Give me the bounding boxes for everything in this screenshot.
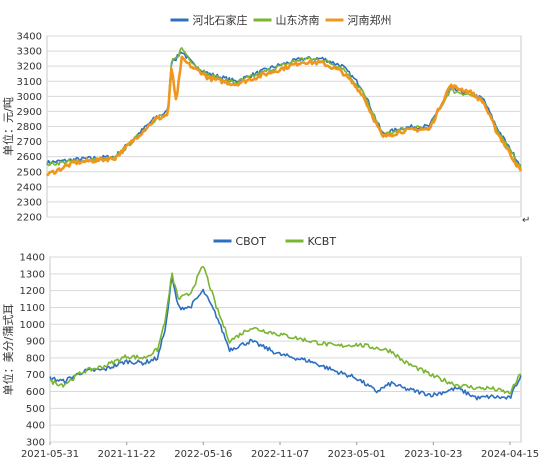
y-tick-label: 2800 (17, 122, 42, 133)
y-tick-label: 3400 (17, 32, 42, 43)
y-tick-label: 2200 (17, 213, 42, 224)
y-tick-label: 2700 (17, 137, 42, 148)
legend-label: 河南郑州 (348, 13, 392, 27)
y-tick-label: 1000 (20, 320, 45, 331)
series-line-3 (46, 55, 523, 177)
y-tick-label: 3100 (17, 77, 42, 88)
chart-top: 2200 2300 2400 2500 2600 2700 2800 2900 3000 3100… (1, 13, 523, 224)
y-tick-label: 2300 (17, 197, 42, 208)
x-tick-label: 2021-11-22 (98, 449, 156, 460)
legend-label: 山东济南 (276, 13, 320, 27)
y-tick-label: 2400 (17, 182, 42, 193)
y-tick-label: 500 (26, 404, 45, 415)
y-tick-label: 1200 (20, 286, 45, 297)
x-tick-label: 2023-10-23 (404, 449, 462, 460)
return-mark: ↵ (522, 215, 530, 226)
y-tick-label: 1300 (20, 269, 45, 280)
x-tick-label: 2022-11-07 (251, 449, 309, 460)
y-tick-label: 2600 (17, 152, 42, 163)
y-tick-label: 2500 (17, 167, 42, 178)
y-tick-label: 1400 (20, 253, 45, 264)
y-axis-label: 单位：元/吨 (1, 97, 15, 156)
chart-bottom: 300 400 500 600 700 800 900 1000 1100 1200 1300 140… (1, 235, 539, 460)
y-tick-label: 2900 (17, 107, 42, 118)
y-tick-label: 3300 (17, 47, 42, 58)
y-tick-label: 800 (26, 353, 45, 364)
y-tick-label: 300 (26, 438, 45, 449)
y-tick-label: 3000 (17, 92, 42, 103)
y-tick-label: 600 (26, 387, 45, 398)
y-tick-label: 1100 (20, 303, 45, 314)
y-tick-label: 700 (26, 370, 45, 381)
legend-label: KCBT (308, 235, 337, 248)
y-axis-label: 单位：美分/蒲式耳 (1, 304, 15, 396)
series-line-2 (49, 265, 522, 395)
x-tick-label: 2023-05-01 (328, 449, 386, 460)
x-tick-label: 2022-05-16 (174, 449, 232, 460)
x-tick-label: 2024-04-15 (481, 449, 539, 460)
legend-label: 河北石家庄 (193, 13, 248, 27)
y-tick-label: 900 (26, 337, 45, 348)
series-line-1 (49, 277, 522, 401)
y-tick-label: 3200 (17, 62, 42, 73)
y-tick-label: 400 (26, 421, 45, 432)
x-tick-label: 2021-05-31 (21, 449, 79, 460)
legend-label: CBOT (236, 235, 267, 248)
plot-frame (49, 256, 522, 443)
